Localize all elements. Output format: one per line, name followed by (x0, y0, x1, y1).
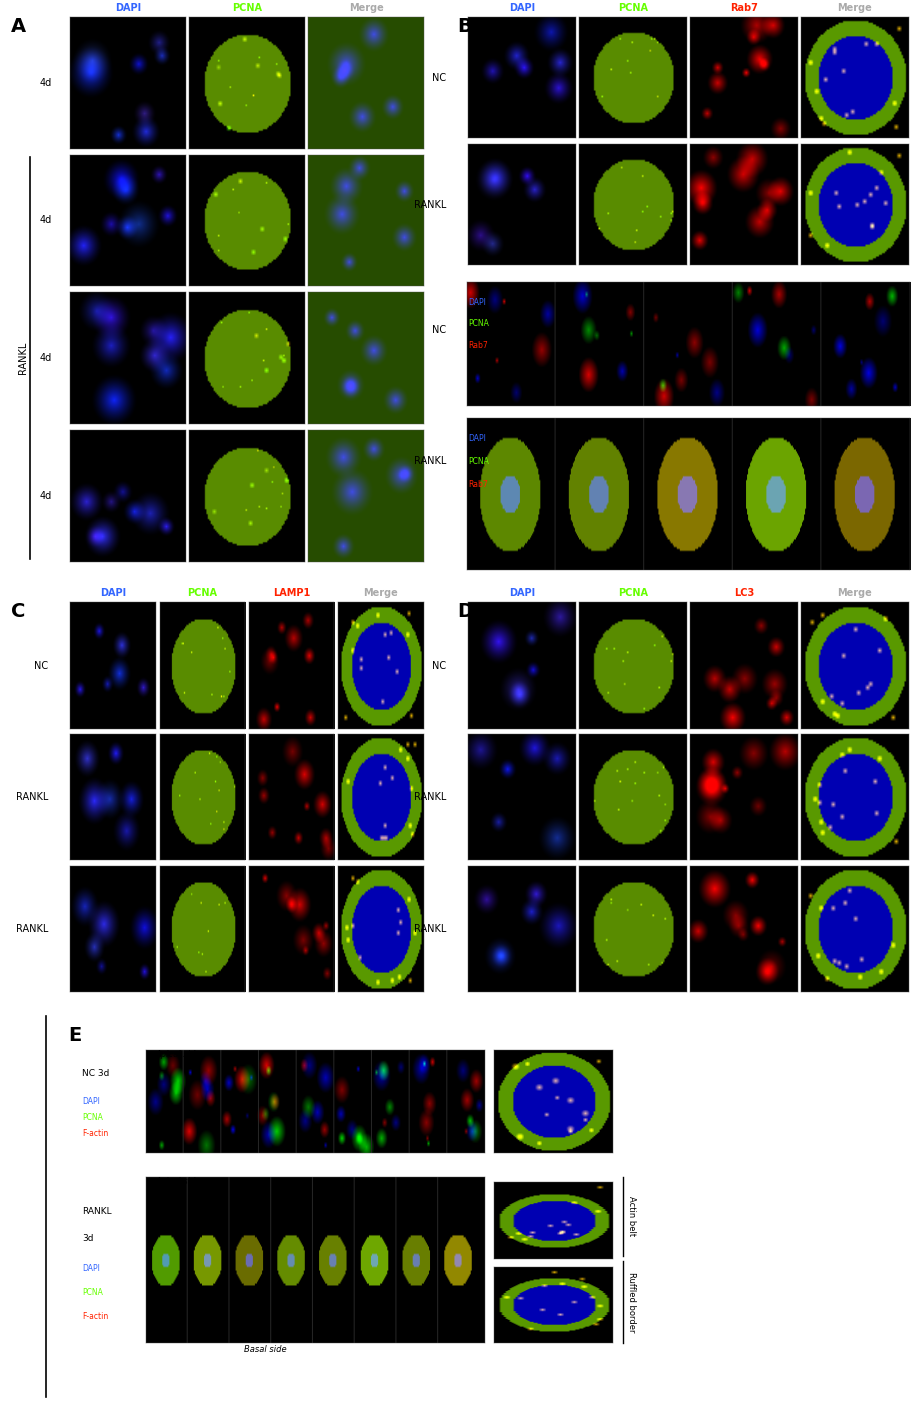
Text: RANKL: RANKL (414, 199, 447, 210)
Text: LC3: LC3 (734, 588, 754, 598)
Text: DAPI: DAPI (82, 1264, 101, 1273)
Text: DAPI: DAPI (509, 3, 535, 13)
Text: RANKL: RANKL (82, 1206, 112, 1216)
Text: Rab7: Rab7 (468, 341, 489, 350)
Text: DAPI: DAPI (82, 1098, 101, 1106)
Text: RANKL: RANKL (16, 924, 48, 934)
Text: Basal side: Basal side (243, 1345, 286, 1353)
Text: NC: NC (433, 660, 447, 670)
Text: NC: NC (433, 325, 447, 336)
Text: Merge: Merge (837, 588, 872, 598)
Text: RANKL: RANKL (414, 792, 447, 803)
Text: Merge: Merge (349, 3, 383, 13)
Text: NC: NC (35, 660, 48, 670)
Text: Rab7: Rab7 (468, 480, 489, 490)
Text: DAPI: DAPI (115, 3, 141, 13)
Text: DAPI: DAPI (509, 588, 535, 598)
Text: 4d: 4d (39, 216, 52, 226)
Text: PCNA: PCNA (468, 457, 490, 466)
Text: D: D (458, 602, 474, 621)
Text: LAMP1: LAMP1 (273, 588, 310, 598)
Text: PCNA: PCNA (232, 3, 262, 13)
Text: NC 3d: NC 3d (82, 1070, 110, 1078)
Text: PCNA: PCNA (618, 588, 648, 598)
Text: RANKL: RANKL (414, 924, 447, 934)
Text: DAPI: DAPI (100, 588, 126, 598)
Text: Rab7: Rab7 (730, 3, 758, 13)
Text: C: C (11, 602, 26, 621)
Text: B: B (458, 17, 472, 35)
Text: 4d: 4d (39, 491, 52, 501)
Text: Merge: Merge (837, 3, 872, 13)
Text: PCNA: PCNA (618, 3, 648, 13)
Text: PCNA: PCNA (468, 319, 490, 329)
Text: RANKL: RANKL (18, 341, 27, 374)
Text: 4d: 4d (39, 353, 52, 363)
Text: PCNA: PCNA (82, 1288, 103, 1297)
Text: 3d: 3d (82, 1233, 94, 1243)
Text: Ruffled border: Ruffled border (627, 1271, 636, 1332)
Text: PCNA: PCNA (188, 588, 218, 598)
Text: A: A (11, 17, 27, 35)
Text: E: E (69, 1026, 81, 1044)
Text: Actin belt: Actin belt (627, 1197, 636, 1236)
Text: Apical side: Apical side (156, 1050, 201, 1058)
Text: Apical side: Apical side (156, 1177, 201, 1185)
Text: 4d: 4d (39, 78, 52, 87)
Text: DAPI: DAPI (468, 298, 487, 306)
Text: RANKL: RANKL (16, 792, 48, 803)
Text: Merge: Merge (363, 588, 398, 598)
Text: F-actin: F-actin (82, 1129, 109, 1139)
Text: PCNA: PCNA (82, 1113, 103, 1122)
Text: RANKL: RANKL (414, 456, 447, 467)
Text: NC: NC (433, 72, 447, 83)
Text: DAPI: DAPI (468, 433, 487, 443)
Text: F-actin: F-actin (82, 1312, 109, 1321)
